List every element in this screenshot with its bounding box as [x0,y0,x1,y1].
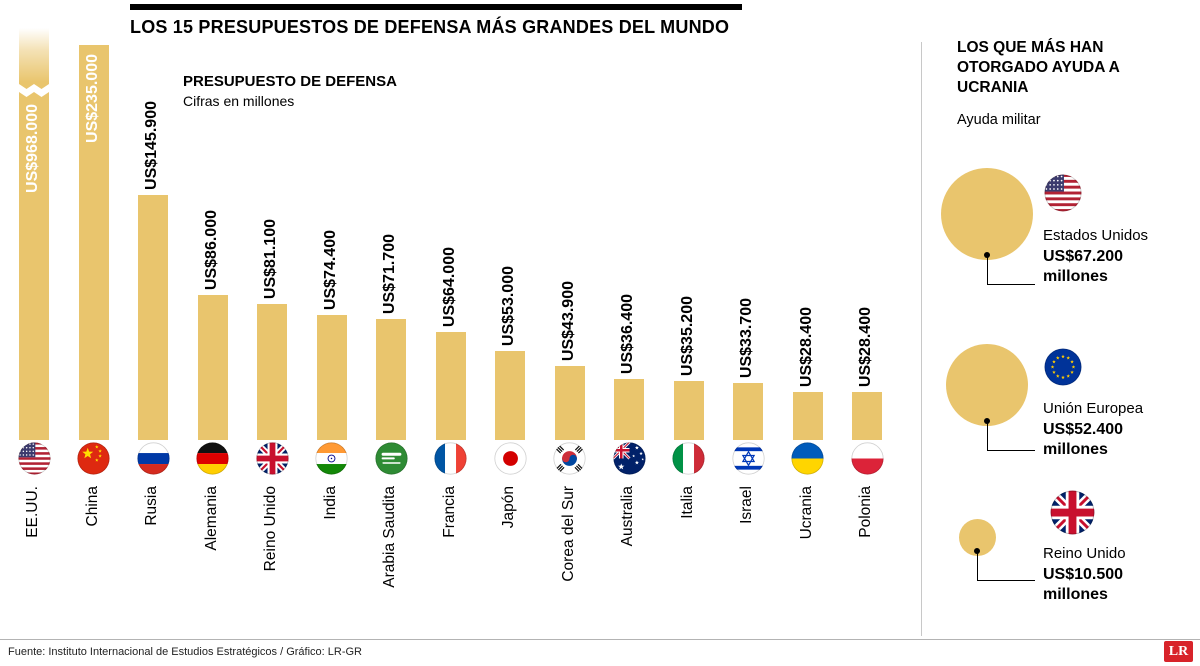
flag-estados-unidos-icon [1044,174,1082,212]
flag-india-icon [315,442,348,475]
aid-value-unit: millones [1043,586,1108,603]
bar-francia [435,332,466,440]
aid-panel-title: LOS QUE MÁS HAN OTORGADO AYUDA A UCRANIA [957,39,1120,97]
aid-country-estados-unidos: Estados Unidos [1043,227,1149,244]
flag-corea-del-sur-icon [553,442,586,475]
footer-rule [0,639,1200,640]
bar-japon [495,351,525,440]
flag-alemania-icon [196,442,229,475]
flag-ucrania-icon [791,442,824,475]
chart-subtitle: PRESUPUESTO DE DEFENSA [183,73,397,90]
aid-dot [974,547,980,554]
flag-rusia-icon [136,442,170,475]
bar-ee-uu [19,28,49,440]
aid-dot [984,418,990,424]
flag-ee-uu-icon [17,442,51,475]
aid-value-amount: US$67.200 [1043,248,1124,265]
flag-china-icon [77,442,110,475]
lr-logo: LR [1164,641,1193,662]
aid-bubble-estados-unidos [941,168,1033,260]
aid-value-amount: US$10.500 [1043,566,1124,583]
bar-reino-unido [257,304,287,440]
flag-arabia-saudita-icon [374,442,408,475]
flag-francia-icon [434,442,467,475]
flag-italia-icon [672,442,705,475]
aid-value-unit: millones [1043,268,1108,285]
bar-israel [733,383,763,440]
flag-union-europea-icon [1044,348,1082,386]
bar-polonia [852,392,882,440]
aid-connector [977,552,1035,581]
bar-australia [614,379,644,440]
aid-value-estados-unidos: US$67.200 millones [1043,247,1123,287]
bar-rusia [138,195,168,440]
chart-title: LOS 15 PRESUPUESTOS DE DEFENSA MÁS GRAND… [130,17,730,37]
flag-reino-unido-icon [255,442,289,475]
bar-corea-del-sur [554,366,585,440]
aid-panel-subtitle: Ayuda militar [957,112,1041,128]
aid-value-reino-unido: US$10.500 millones [1043,565,1123,605]
aid-country-reino-unido: Reino Unido [1043,545,1126,562]
bar-alemania [197,295,228,440]
flag-japon-icon [493,442,527,475]
flag-polonia-icon [850,442,884,475]
aid-connector [987,257,1035,285]
axis-break-icon [19,84,49,98]
source-credit: Fuente: Instituto Internacional de Estud… [8,646,363,658]
bar-ucrania [792,392,823,440]
bar-china [78,45,109,440]
aid-bubble-union-europea [946,344,1028,426]
chart-units-note: Cifras en millones [183,93,295,109]
aid-value-union-europea: US$52.400 millones [1043,420,1123,460]
bar-italia [673,381,704,440]
panel-divider [921,42,922,636]
aid-dot [984,252,990,258]
flag-reino-unido-icon [1050,490,1095,535]
aid-connector [987,423,1035,451]
bar-india [316,315,347,440]
aid-value-unit: millones [1043,441,1108,458]
aid-country-union-europea: Unión Europea [1043,400,1144,417]
bar-arabia-saudita [376,319,406,440]
title-rule [130,4,742,10]
aid-value-amount: US$52.400 [1043,421,1124,438]
flag-australia-icon [612,442,646,475]
flag-israel-icon [731,442,765,475]
